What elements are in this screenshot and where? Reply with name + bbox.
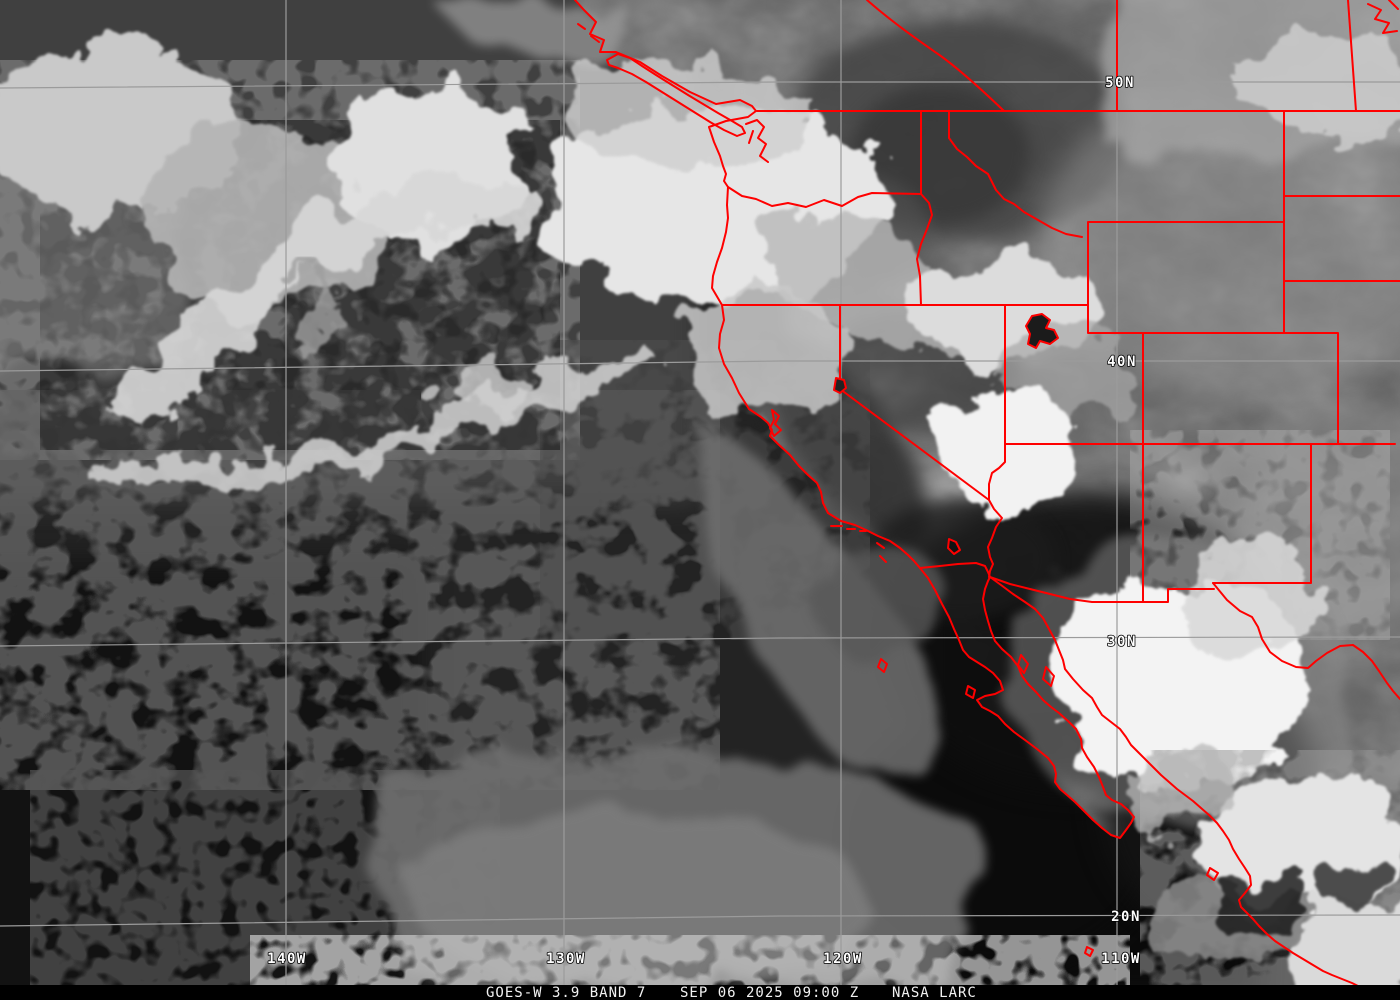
cloud-blob <box>1287 892 1400 1000</box>
cloud-blob <box>1235 30 1400 140</box>
cloud-sheet <box>430 0 625 55</box>
latitude-label: 20N <box>1111 909 1141 925</box>
channel-islands-outline <box>830 525 887 563</box>
cedros-island-outline <box>965 685 976 699</box>
saskatchewan-manitoba-border <box>1347 0 1357 112</box>
coastline-path <box>574 0 1361 988</box>
caption-product: GOES-W 3.9 BAND 7 <box>486 985 647 1000</box>
cloud-sheet <box>810 545 950 655</box>
cloud-blob <box>925 394 1075 510</box>
cloud-blob <box>445 365 525 415</box>
cloud-shadow <box>1218 872 1298 928</box>
cloud-band <box>112 178 529 440</box>
puget-sound-outline <box>745 119 769 163</box>
cloud-blob <box>690 290 860 410</box>
gulf-islands-outline <box>1017 654 1055 687</box>
cloud-blob <box>575 60 805 170</box>
terrain-shade <box>1040 80 1400 400</box>
longitude-label: 130W <box>546 951 586 967</box>
cloud-field <box>250 935 1130 985</box>
lake-tahoe-outline <box>833 377 847 394</box>
map-overlay-layer <box>574 0 1400 988</box>
bc-coast-islands <box>577 23 600 43</box>
latitude-label: 30N <box>1107 634 1137 650</box>
vancouver-island-outline <box>606 53 746 137</box>
latitude-label: 40N <box>1107 354 1137 370</box>
cloud-swirl <box>282 273 340 360</box>
manitoba-lakes-outline <box>1367 0 1399 34</box>
caption-bar: GOES-W 3.9 BAND 7 SEP 06 2025 09:00 Z NA… <box>0 985 1400 1000</box>
cloud-band <box>93 341 646 482</box>
latitude-label: 50N <box>1105 75 1135 91</box>
caption-timestamp: SEP 06 2025 09:00 Z <box>680 985 860 1000</box>
cloud-blob <box>1174 539 1330 655</box>
guadalupe-island-outline <box>877 658 888 673</box>
cloud-shadow <box>1310 850 1380 910</box>
caption-credit: NASA LARC <box>892 985 977 1000</box>
longitude-label: 120W <box>823 951 863 967</box>
longitude-label: 140W <box>267 951 307 967</box>
graticule-label-layer: 50N 40N 30N 20N 140W 130W 120W 110W <box>266 74 1141 968</box>
socorro-island-outline <box>1084 946 1094 957</box>
islas-marias-outline <box>1206 867 1219 881</box>
us-mexico-border <box>919 562 1215 603</box>
rio-grande-border <box>1212 582 1400 700</box>
bc-alberta-border <box>866 0 1005 112</box>
san-francisco-bay-outline <box>769 409 782 437</box>
longitude-label: 110W <box>1101 951 1141 967</box>
cloud-blob <box>1122 748 1238 828</box>
great-salt-lake-outline <box>1025 313 1059 349</box>
salton-sea-outline <box>947 538 961 555</box>
